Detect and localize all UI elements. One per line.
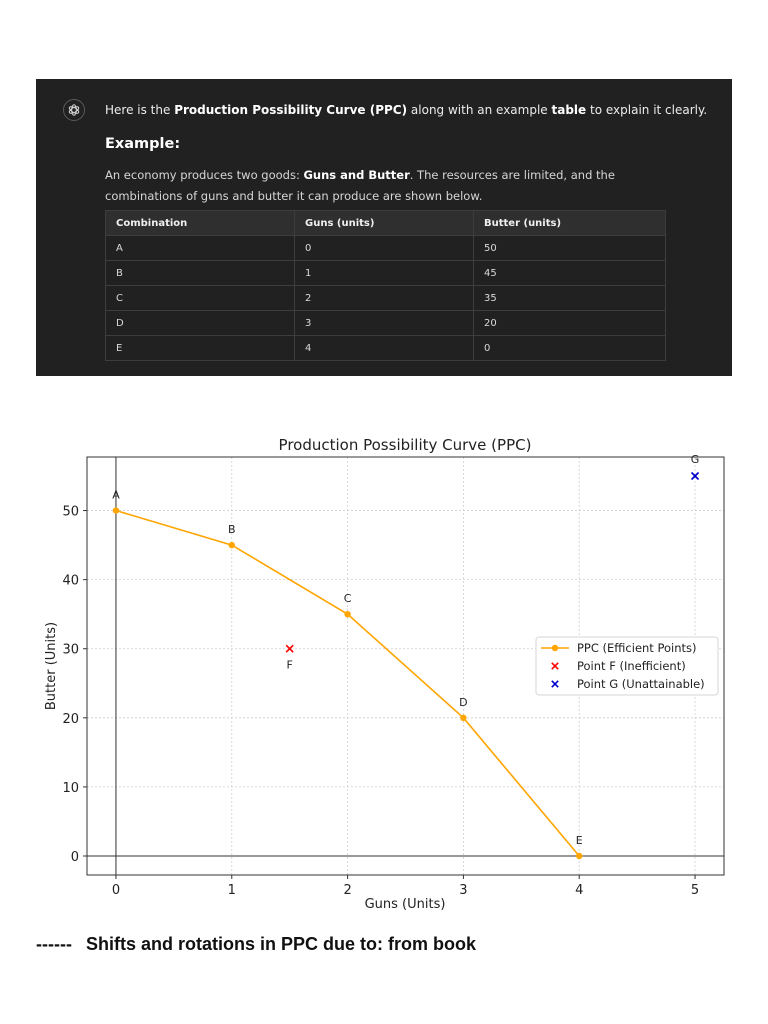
chart-legend: PPC (Efficient Points) Point F (Inefficie… bbox=[535, 636, 719, 696]
table-header-row: Combination Guns (units) Butter (units) bbox=[105, 210, 666, 236]
x-tick-label: 4 bbox=[575, 883, 583, 898]
point-marker-g bbox=[690, 471, 700, 481]
table-header-cell: Combination bbox=[105, 210, 295, 236]
table-cell: E bbox=[105, 335, 295, 361]
x-marker-stroke bbox=[285, 644, 294, 653]
legend-entry: Point F (Inefficient) bbox=[577, 659, 686, 673]
table-row: D 3 20 bbox=[105, 310, 666, 336]
y-tick-label: 50 bbox=[62, 505, 79, 520]
point-label-b: B bbox=[228, 523, 236, 536]
point-label-a: A bbox=[112, 489, 120, 502]
x-marker-stroke bbox=[551, 680, 559, 688]
desc-bold-goods: Guns and Butter bbox=[303, 168, 410, 182]
x-axis-label: Guns (Units) bbox=[365, 897, 446, 912]
chat-response-panel: Here is the Production Possibility Curve… bbox=[36, 79, 732, 376]
point-label-g: G bbox=[691, 453, 700, 466]
table-cell: B bbox=[105, 260, 295, 286]
x-marker-stroke bbox=[690, 471, 700, 481]
table-cell: 35 bbox=[473, 285, 666, 311]
point-label-d: D bbox=[459, 696, 467, 709]
y-axis-label: Butter (Units) bbox=[44, 622, 59, 710]
legend-entry: PPC (Efficient Points) bbox=[577, 641, 697, 655]
point-label-e: E bbox=[576, 834, 583, 847]
intro-text-1: Here is the bbox=[105, 103, 175, 117]
intro-text-3: to explain it clearly. bbox=[586, 103, 708, 117]
y-tick-label: 40 bbox=[62, 574, 79, 589]
chart-title: Production Possibility Curve (PPC) bbox=[279, 436, 532, 454]
assistant-logo-icon bbox=[63, 99, 85, 121]
y-tick-label: 0 bbox=[71, 850, 79, 865]
point-label-f: F bbox=[287, 659, 293, 672]
table-cell: 45 bbox=[473, 260, 666, 286]
legend-entry: Point G (Unattainable) bbox=[577, 677, 705, 691]
y-tick-label: 30 bbox=[62, 643, 79, 658]
table-cell: 2 bbox=[294, 285, 474, 311]
footer-text: Shifts and rotations in PPC due to: from… bbox=[85, 934, 476, 954]
chart-series bbox=[112, 471, 700, 860]
example-description: An economy produces two goods: Guns and … bbox=[105, 165, 685, 207]
x-tick-label: 1 bbox=[228, 883, 236, 898]
x-tick-label: 3 bbox=[459, 883, 467, 898]
table-cell: A bbox=[105, 235, 295, 261]
table-row: E 4 0 bbox=[105, 335, 666, 361]
example-heading: Example: bbox=[105, 136, 181, 152]
intro-text-2: along with an example bbox=[407, 103, 552, 117]
table-cell: C bbox=[105, 285, 295, 311]
intro-bold-ppc: Production Possibility Curve (PPC) bbox=[174, 103, 408, 117]
y-tick-label: 20 bbox=[62, 712, 79, 727]
x-marker-stroke bbox=[551, 662, 559, 670]
desc-text-2: . The resources are limited, and the com… bbox=[105, 168, 615, 203]
x-tick-label: 2 bbox=[343, 883, 351, 898]
desc-text-1: An economy produces two goods: bbox=[105, 168, 304, 182]
legend-swatch-marker bbox=[551, 644, 559, 652]
point-marker-f bbox=[285, 644, 294, 653]
table-cell: 20 bbox=[473, 310, 666, 336]
intro-sentence: Here is the Production Possibility Curve… bbox=[105, 103, 707, 117]
table-row: A 0 50 bbox=[105, 235, 666, 261]
plot-frame bbox=[86, 456, 725, 876]
footer-dashes: ------ bbox=[36, 934, 72, 954]
table-cell: 50 bbox=[473, 235, 666, 261]
legend-swatch-marker bbox=[551, 662, 559, 670]
legend-box bbox=[535, 636, 719, 696]
ppc-point-b bbox=[228, 541, 235, 549]
table-row: C 2 35 bbox=[105, 285, 666, 311]
table-cell: 0 bbox=[473, 335, 666, 361]
legend-swatch-marker bbox=[551, 680, 559, 688]
x-tick-label: 5 bbox=[691, 883, 699, 898]
ppc-chart: Production Possibility Curve (PPC) 0 1 2 3 4… bbox=[44, 436, 725, 912]
table-cell: 0 bbox=[294, 235, 474, 261]
point-labels: A B C D E F G bbox=[112, 453, 699, 847]
footer-note: ------ Shifts and rotations in PPC due to… bbox=[36, 934, 476, 955]
point-label-c: C bbox=[344, 592, 352, 605]
intro-bold-table: table bbox=[551, 103, 587, 117]
combination-table: Combination Guns (units) Butter (units) … bbox=[105, 210, 666, 361]
x-tick-label: 0 bbox=[112, 883, 120, 898]
y-tick-label: 10 bbox=[62, 781, 79, 796]
ppc-point-e bbox=[576, 852, 583, 860]
table-header-cell: Butter (units) bbox=[473, 210, 666, 236]
table-row: B 1 45 bbox=[105, 260, 666, 286]
ppc-point-d bbox=[460, 714, 467, 722]
table-cell: 3 bbox=[294, 310, 474, 336]
table-cell: 4 bbox=[294, 335, 474, 361]
table-cell: 1 bbox=[294, 260, 474, 286]
table-cell: D bbox=[105, 310, 295, 336]
table-header-cell: Guns (units) bbox=[294, 210, 474, 236]
ppc-point-c bbox=[344, 610, 351, 618]
ppc-point-a bbox=[112, 507, 120, 514]
